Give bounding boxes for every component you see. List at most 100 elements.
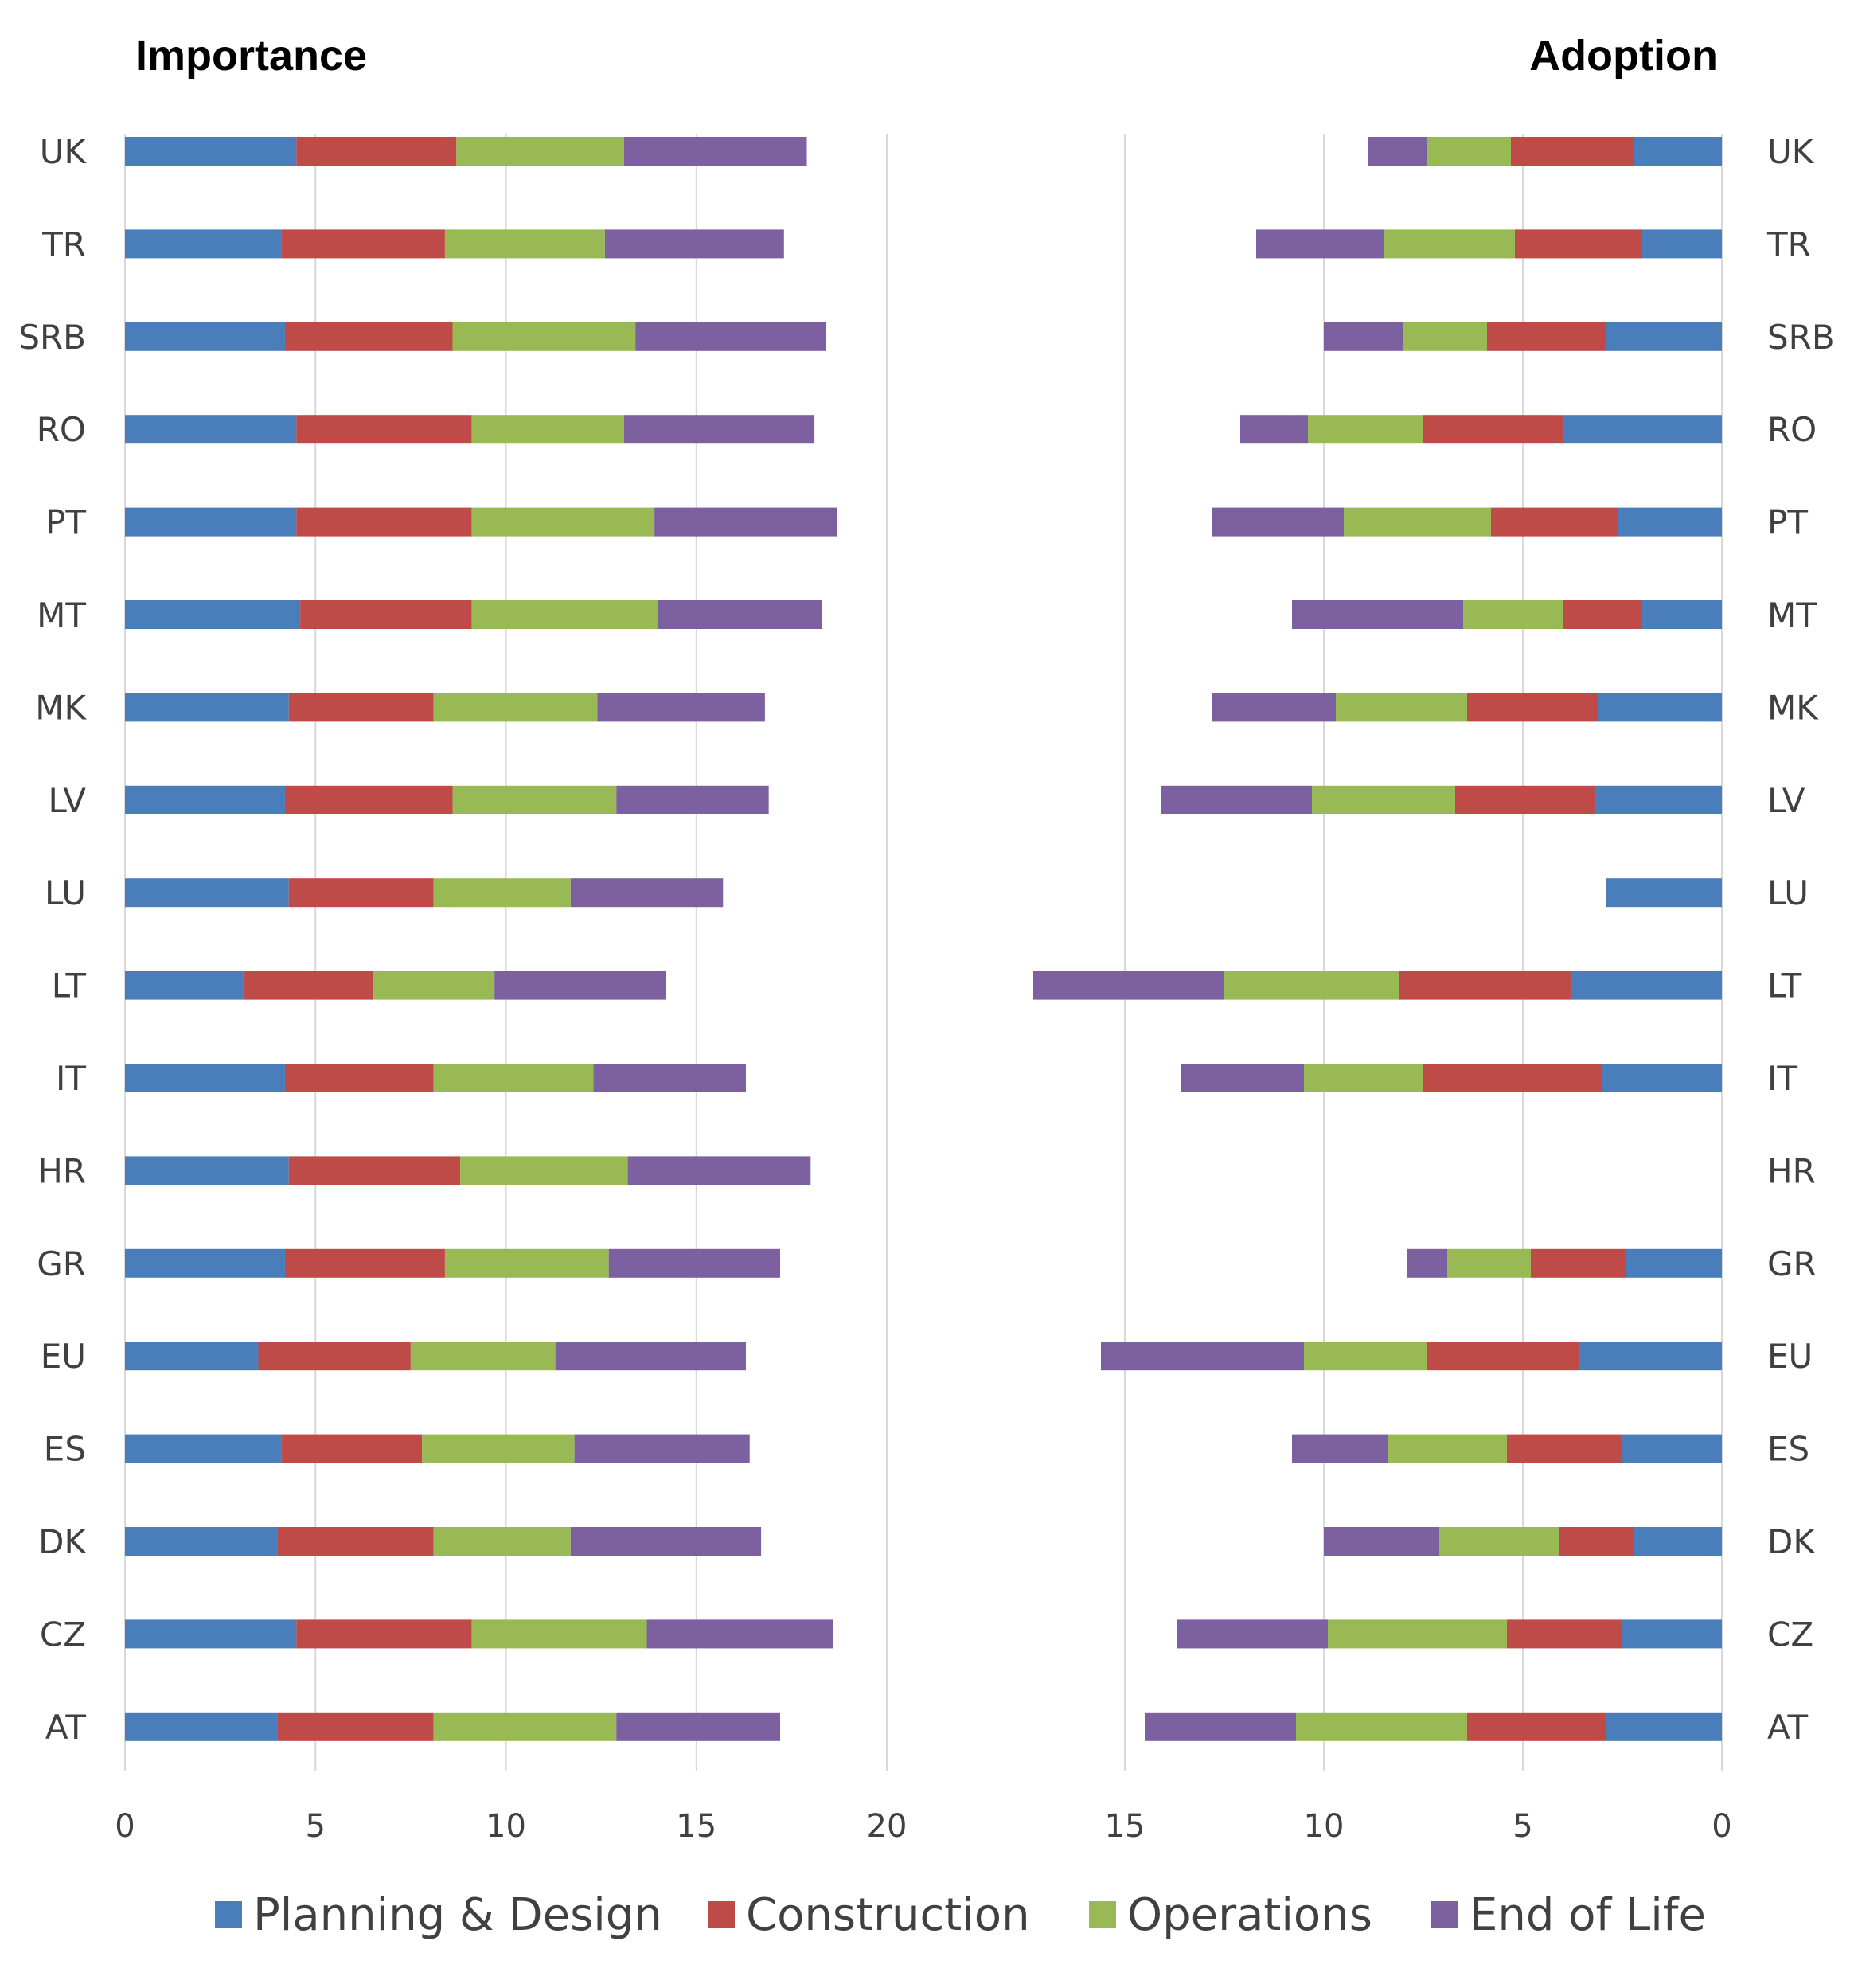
right-category-label-lv: LV	[1767, 781, 1805, 820]
left-bar-at-end-of-life	[616, 1712, 781, 1741]
left-category-label-it: IT	[56, 1059, 86, 1098]
left-bar-lu-end-of-life	[570, 878, 724, 908]
left-bar-lv-construction	[284, 785, 453, 814]
right-bar-lv-end-of-life	[1161, 785, 1312, 814]
right-bar-es-end-of-life	[1292, 1434, 1388, 1463]
left-bar-dk-end-of-life	[570, 1527, 762, 1556]
left-bar-hr-construction	[288, 1156, 461, 1185]
right-tick-label-5: 5	[1513, 1808, 1532, 1845]
right-bar-it-operations	[1304, 1064, 1423, 1092]
adoption-panel: UK TR SRB RO PT MT MK LV LU LT IT HR GR EU ES DK CZ AT 15…	[1033, 32, 1835, 1845]
right-bar-tr-planning-and-design	[1642, 229, 1722, 259]
right-bar-mk-planning-and-design	[1598, 693, 1722, 722]
right-bar-lu-planning-and-design	[1606, 878, 1722, 908]
left-bar-gr-planning-and-design	[125, 1248, 285, 1278]
left-bar-lu-operations	[433, 878, 571, 908]
left-category-label-mt: MT	[37, 596, 86, 635]
adoption-category-labels: UK TR SRB RO PT MT MK LV LU LT IT HR GR EU ES DK CZ AT	[1766, 132, 1835, 1747]
adoption-bars	[1033, 137, 1722, 1741]
right-bar-uk-planning-and-design	[1634, 137, 1722, 166]
left-bar-cz-construction	[296, 1619, 472, 1649]
right-bar-pt-planning-and-design	[1618, 507, 1722, 537]
left-bar-ro-planning-and-design	[125, 415, 297, 444]
left-bar-eu-construction	[258, 1342, 411, 1371]
legend-label-end-of-life: End of Life	[1470, 1889, 1706, 1941]
right-bar-cz-operations	[1328, 1619, 1507, 1649]
right-bar-lt-end-of-life	[1033, 971, 1224, 1000]
left-bar-mk-planning-and-design	[125, 693, 289, 722]
right-bar-dk-planning-and-design	[1634, 1527, 1722, 1556]
right-bar-mt-end-of-life	[1292, 600, 1463, 629]
right-bar-dk-operations	[1439, 1527, 1559, 1556]
left-bar-pt-planning-and-design	[125, 507, 297, 537]
left-category-label-pt: PT	[45, 503, 86, 542]
left-bar-lv-operations	[452, 785, 617, 814]
right-tick-label-15: 15	[1105, 1808, 1146, 1845]
left-category-label-at: AT	[45, 1708, 86, 1747]
left-category-label-eu: EU	[41, 1337, 86, 1376]
left-bar-mt-end-of-life	[658, 600, 822, 629]
left-bar-dk-construction	[277, 1527, 434, 1556]
left-bar-tr-end-of-life	[604, 229, 784, 259]
left-bar-mt-planning-and-design	[125, 600, 301, 629]
right-bar-lv-construction	[1455, 785, 1595, 814]
right-bar-eu-planning-and-design	[1579, 1342, 1722, 1371]
left-category-label-es: ES	[44, 1430, 86, 1469]
right-tick-label-0: 0	[1712, 1808, 1731, 1845]
left-bar-uk-end-of-life	[623, 137, 807, 166]
right-category-label-lu: LU	[1767, 873, 1809, 912]
right-category-label-tr: TR	[1766, 225, 1811, 264]
legend-swatch-construction	[708, 1901, 735, 1928]
left-category-label-mk: MK	[35, 688, 87, 727]
left-bar-eu-end-of-life	[555, 1342, 746, 1371]
right-bar-uk-construction	[1511, 137, 1634, 166]
legend-swatch-end-of-life	[1431, 1901, 1458, 1928]
right-bar-it-construction	[1423, 1064, 1602, 1092]
right-bar-es-planning-and-design	[1622, 1434, 1722, 1463]
importance-gridlines	[124, 134, 888, 1771]
right-category-label-cz: CZ	[1767, 1615, 1813, 1654]
right-category-label-lt: LT	[1767, 967, 1802, 1006]
left-bar-mk-end-of-life	[597, 693, 765, 722]
legend-label-planning-and-design: Planning & Design	[253, 1889, 662, 1941]
left-bar-eu-operations	[410, 1342, 556, 1371]
left-bar-srb-operations	[452, 322, 636, 351]
left-tick-label-15: 15	[676, 1808, 716, 1845]
right-bar-ro-construction	[1423, 415, 1563, 444]
left-bar-lt-operations	[373, 971, 495, 1000]
right-category-label-es: ES	[1767, 1430, 1809, 1469]
right-category-label-mk: MK	[1767, 688, 1819, 727]
right-bar-mt-operations	[1463, 600, 1563, 629]
left-bar-mk-operations	[433, 693, 598, 722]
left-category-label-srb: SRB	[18, 318, 86, 357]
importance-panel: UK TR SRB RO PT MT MK LV LU LT IT HR GR EU ES DK CZ AT 0 5…	[18, 32, 907, 1845]
right-bar-gr-construction	[1531, 1248, 1626, 1278]
left-bar-cz-operations	[471, 1619, 647, 1649]
left-category-label-tr: TR	[41, 225, 86, 264]
left-bar-gr-construction	[284, 1248, 445, 1278]
right-bar-at-planning-and-design	[1606, 1712, 1722, 1741]
left-bar-dk-operations	[433, 1527, 571, 1556]
right-bar-at-operations	[1296, 1712, 1467, 1741]
right-category-label-eu: EU	[1767, 1337, 1813, 1376]
left-category-label-lu: LU	[45, 873, 86, 912]
left-bar-lt-end-of-life	[494, 971, 666, 1000]
right-bar-es-operations	[1388, 1434, 1507, 1463]
right-bar-mk-end-of-life	[1212, 693, 1336, 722]
left-bar-hr-end-of-life	[627, 1156, 811, 1185]
right-bar-gr-planning-and-design	[1626, 1248, 1722, 1278]
importance-title: Importance	[135, 32, 367, 80]
left-category-label-gr: GR	[37, 1244, 86, 1283]
left-bar-uk-construction	[296, 137, 457, 166]
right-bar-at-construction	[1467, 1712, 1606, 1741]
left-bar-es-construction	[281, 1434, 423, 1463]
left-bar-uk-operations	[456, 137, 624, 166]
right-tick-label-10: 10	[1304, 1808, 1345, 1845]
right-bar-gr-end-of-life	[1407, 1248, 1447, 1278]
left-bar-tr-operations	[444, 229, 605, 259]
left-bar-lv-planning-and-design	[125, 785, 285, 814]
right-bar-mk-construction	[1467, 693, 1598, 722]
right-bar-ro-operations	[1308, 415, 1423, 444]
left-category-label-ro: RO	[37, 410, 86, 449]
